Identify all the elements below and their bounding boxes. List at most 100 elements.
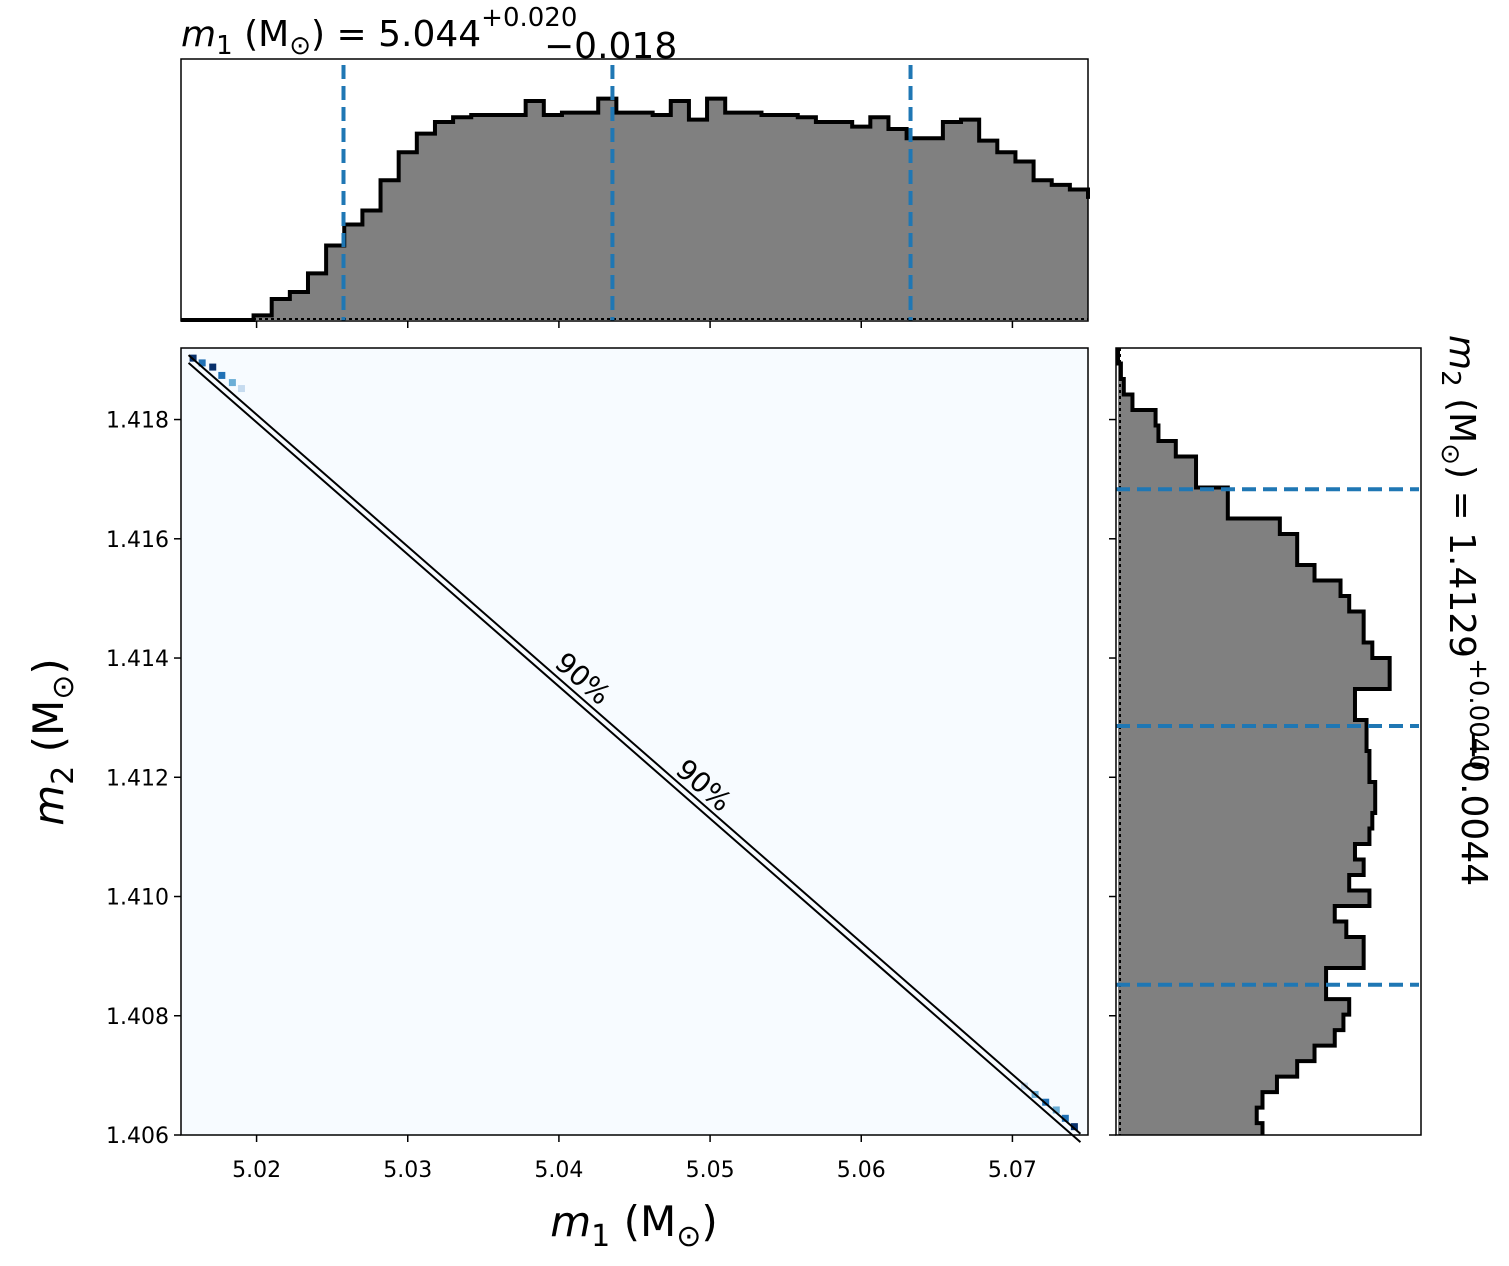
- top-panel-title: m1 (M⊙) = 5.044+0.020: [181, 3, 577, 61]
- top-hist-bar: [362, 210, 382, 320]
- y-tick-label: 1.414: [106, 647, 169, 672]
- right-hist-bar: [1118, 720, 1367, 737]
- right-y-ticks: [1109, 418, 1116, 1136]
- right-hist-bar: [1118, 1107, 1257, 1124]
- top-hist-bar: [961, 119, 980, 321]
- top-quantile-lines: [341, 65, 913, 321]
- top-marginal-histogram: m1 (M⊙) = 5.044+0.020 −0.018: [180, 3, 1090, 328]
- top-hist-bar: [489, 114, 509, 321]
- y-tick-label: 1.412: [106, 766, 169, 791]
- right-hist-bar: [1118, 937, 1364, 954]
- right-hist-bar: [1118, 999, 1350, 1016]
- right-panel-title: m2 (M⊙) = 1.4129+0.0040: [1435, 335, 1493, 771]
- right-hist-bar: [1118, 751, 1370, 768]
- density-cell: [1052, 1106, 1060, 1114]
- density-cell: [198, 359, 206, 367]
- right-hist-bar: [1118, 549, 1298, 566]
- top-hist-bar: [870, 117, 889, 320]
- right-hist-bar: [1118, 673, 1390, 690]
- density-cell: [218, 371, 226, 379]
- right-hist-bar: [1118, 1076, 1277, 1093]
- y-tick-label: 1.410: [106, 886, 169, 911]
- right-hist-bar: [1118, 906, 1335, 923]
- top-hist-bar: [1015, 161, 1035, 320]
- right-hist-bar: [1118, 859, 1364, 876]
- top-hist-bar: [888, 128, 908, 320]
- joint-density-panel: 90%90% 5.02 5.03 5.04 5.05 5.06 5.07 1.4061.4…: [24, 347, 1089, 1254]
- right-hist-bar: [1118, 627, 1364, 644]
- top-hist-bar: [543, 114, 563, 321]
- y-tick-label: 1.408: [106, 1005, 169, 1030]
- top-hist-bar: [434, 121, 454, 320]
- x-tick-label: 5.04: [534, 1158, 583, 1183]
- top-hist-bar: [398, 152, 418, 320]
- density-cell: [237, 385, 245, 393]
- top-hist-bar: [707, 98, 726, 321]
- top-hist-bar: [797, 117, 817, 320]
- y-tick-label: 1.406: [106, 1124, 169, 1149]
- y-tick-label: 1.416: [106, 528, 169, 553]
- right-hist-bar: [1118, 565, 1315, 582]
- x-tick-label: 5.02: [232, 1158, 281, 1183]
- right-hist-bar: [1118, 797, 1376, 814]
- right-hist-bar: [1118, 456, 1197, 473]
- top-hist-bar: [271, 299, 291, 320]
- x-tick-label: 5.07: [988, 1158, 1037, 1183]
- right-marginal-histogram: m2 (M⊙) = 1.4129+0.0040 −0.0044: [1109, 335, 1494, 1136]
- right-hist-bar: [1118, 503, 1228, 520]
- right-hist-bar: [1118, 735, 1367, 752]
- x-tick-label: 5.06: [837, 1158, 886, 1183]
- right-panel-title-minus: −0.0044: [1453, 730, 1494, 886]
- right-hist-bar: [1118, 425, 1159, 442]
- top-hist-bar: [471, 114, 490, 321]
- top-hist-bar: [344, 224, 363, 320]
- top-hist-bar: [979, 140, 998, 320]
- right-hist-bar: [1118, 441, 1176, 458]
- right-hist-bar: [1118, 611, 1364, 628]
- right-hist-bar: [1118, 1030, 1335, 1047]
- right-hist-bar: [1118, 1061, 1298, 1078]
- right-hist-bar: [1118, 379, 1124, 396]
- x-tick-label: 5.03: [383, 1158, 432, 1183]
- right-panel-frame: [1115, 347, 1422, 1136]
- top-hist-bar: [1051, 184, 1071, 320]
- joint-contours: [187, 354, 1082, 1143]
- top-hist-bar: [652, 114, 672, 321]
- top-hist-bar: [525, 100, 545, 320]
- top-hist-bar: [761, 114, 781, 321]
- top-hist-bar: [743, 112, 762, 320]
- top-hist-bar: [670, 100, 690, 320]
- right-hist-bar: [1118, 1092, 1263, 1109]
- joint-y-ticks: 1.406 1.408 1.410 1.412 1.414 1.416 1.418: [106, 409, 181, 1149]
- right-quantile-lines: [1116, 487, 1419, 987]
- top-hist-bar: [725, 112, 744, 320]
- right-hist-bar: [1118, 642, 1373, 659]
- right-hist-bar: [1118, 1014, 1344, 1031]
- top-hist-bar: [924, 138, 944, 320]
- top-hist-bar: [779, 114, 799, 321]
- top-hist-bar: [580, 112, 599, 320]
- top-hist-bar: [688, 119, 708, 321]
- top-hist-bar: [906, 138, 926, 320]
- top-hist-bar: [326, 245, 345, 320]
- y-tick-label: 1.418: [106, 409, 169, 434]
- right-hist-bar: [1118, 518, 1280, 535]
- top-hist-bar: [815, 121, 835, 320]
- right-hist-bar: [1118, 487, 1228, 504]
- top-hist-bar: [634, 112, 654, 320]
- right-hist-outline: [1116, 348, 1392, 1135]
- contour-line: [187, 354, 1082, 1135]
- top-hist-bar: [1033, 180, 1053, 320]
- right-hist-bar: [1118, 890, 1370, 907]
- density-cell: [209, 363, 217, 371]
- right-hist-bar: [1118, 875, 1350, 892]
- right-hist-bar: [1118, 689, 1355, 706]
- top-hist-bar: [852, 126, 871, 320]
- joint-panel-frame: [180, 347, 1089, 1136]
- contour-line: [187, 362, 1082, 1143]
- top-panel-frame: [180, 58, 1089, 322]
- top-x-ticks: [255, 321, 1014, 328]
- top-hist-bar: [616, 112, 635, 320]
- top-hist-bar: [834, 121, 853, 320]
